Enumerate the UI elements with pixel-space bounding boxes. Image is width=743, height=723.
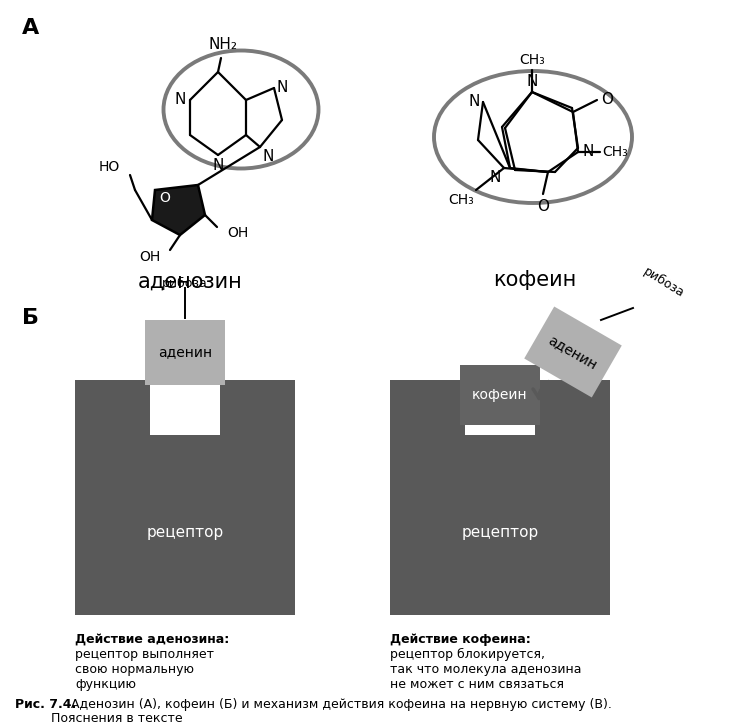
- FancyBboxPatch shape: [145, 320, 225, 385]
- Text: рибоза: рибоза: [641, 265, 687, 300]
- Text: CH₃: CH₃: [519, 53, 545, 67]
- Text: N: N: [582, 145, 594, 160]
- Text: не может с ним связаться: не может с ним связаться: [390, 678, 564, 691]
- Text: рецептор блокируется,: рецептор блокируется,: [390, 648, 545, 661]
- FancyBboxPatch shape: [525, 307, 622, 398]
- Text: OH: OH: [140, 250, 160, 264]
- Text: CH₃: CH₃: [448, 193, 474, 207]
- Text: N: N: [262, 149, 273, 164]
- Text: O: O: [601, 93, 613, 108]
- Text: O: O: [537, 199, 549, 214]
- Text: OH: OH: [227, 226, 248, 240]
- Text: рецептор выполняет: рецептор выполняет: [75, 648, 214, 661]
- Text: аденин: аденин: [158, 346, 212, 359]
- Polygon shape: [390, 380, 610, 615]
- Text: N: N: [276, 80, 288, 95]
- Text: аденозин: аденозин: [137, 272, 242, 292]
- Polygon shape: [152, 185, 205, 235]
- Text: свою нормальную: свою нормальную: [75, 663, 194, 676]
- Text: NH₂: NH₂: [209, 37, 238, 52]
- Text: Б: Б: [22, 308, 39, 328]
- Text: Пояснения в тексте: Пояснения в тексте: [15, 712, 183, 723]
- FancyArrowPatch shape: [533, 382, 548, 398]
- Text: А: А: [22, 18, 39, 38]
- Text: Рис. 7.4.: Рис. 7.4.: [15, 698, 77, 711]
- Text: CH₃: CH₃: [602, 145, 628, 159]
- Text: аденин: аденин: [546, 333, 600, 372]
- Text: кофеин: кофеин: [473, 388, 528, 402]
- Polygon shape: [75, 380, 295, 615]
- Text: N: N: [175, 93, 186, 108]
- Text: N: N: [212, 158, 224, 173]
- Text: Аденозин (А), кофеин (Б) и механизм действия кофеина на нервную систему (В).: Аденозин (А), кофеин (Б) и механизм дейс…: [67, 698, 612, 711]
- Text: Действие аденозина:: Действие аденозина:: [75, 633, 230, 646]
- Text: рецептор: рецептор: [461, 525, 539, 540]
- Text: так что молекула аденозина: так что молекула аденозина: [390, 663, 582, 676]
- Text: рецептор: рецептор: [146, 525, 224, 540]
- Text: Действие кофеина:: Действие кофеина:: [390, 633, 531, 646]
- Text: HO: HO: [99, 160, 120, 174]
- Text: O: O: [160, 191, 170, 205]
- FancyBboxPatch shape: [460, 365, 540, 425]
- Text: N: N: [490, 170, 501, 185]
- Text: N: N: [469, 95, 480, 109]
- Text: рибоза: рибоза: [162, 277, 208, 290]
- Text: N: N: [526, 74, 538, 89]
- Text: кофеин: кофеин: [493, 270, 577, 290]
- Text: функцию: функцию: [75, 678, 136, 691]
